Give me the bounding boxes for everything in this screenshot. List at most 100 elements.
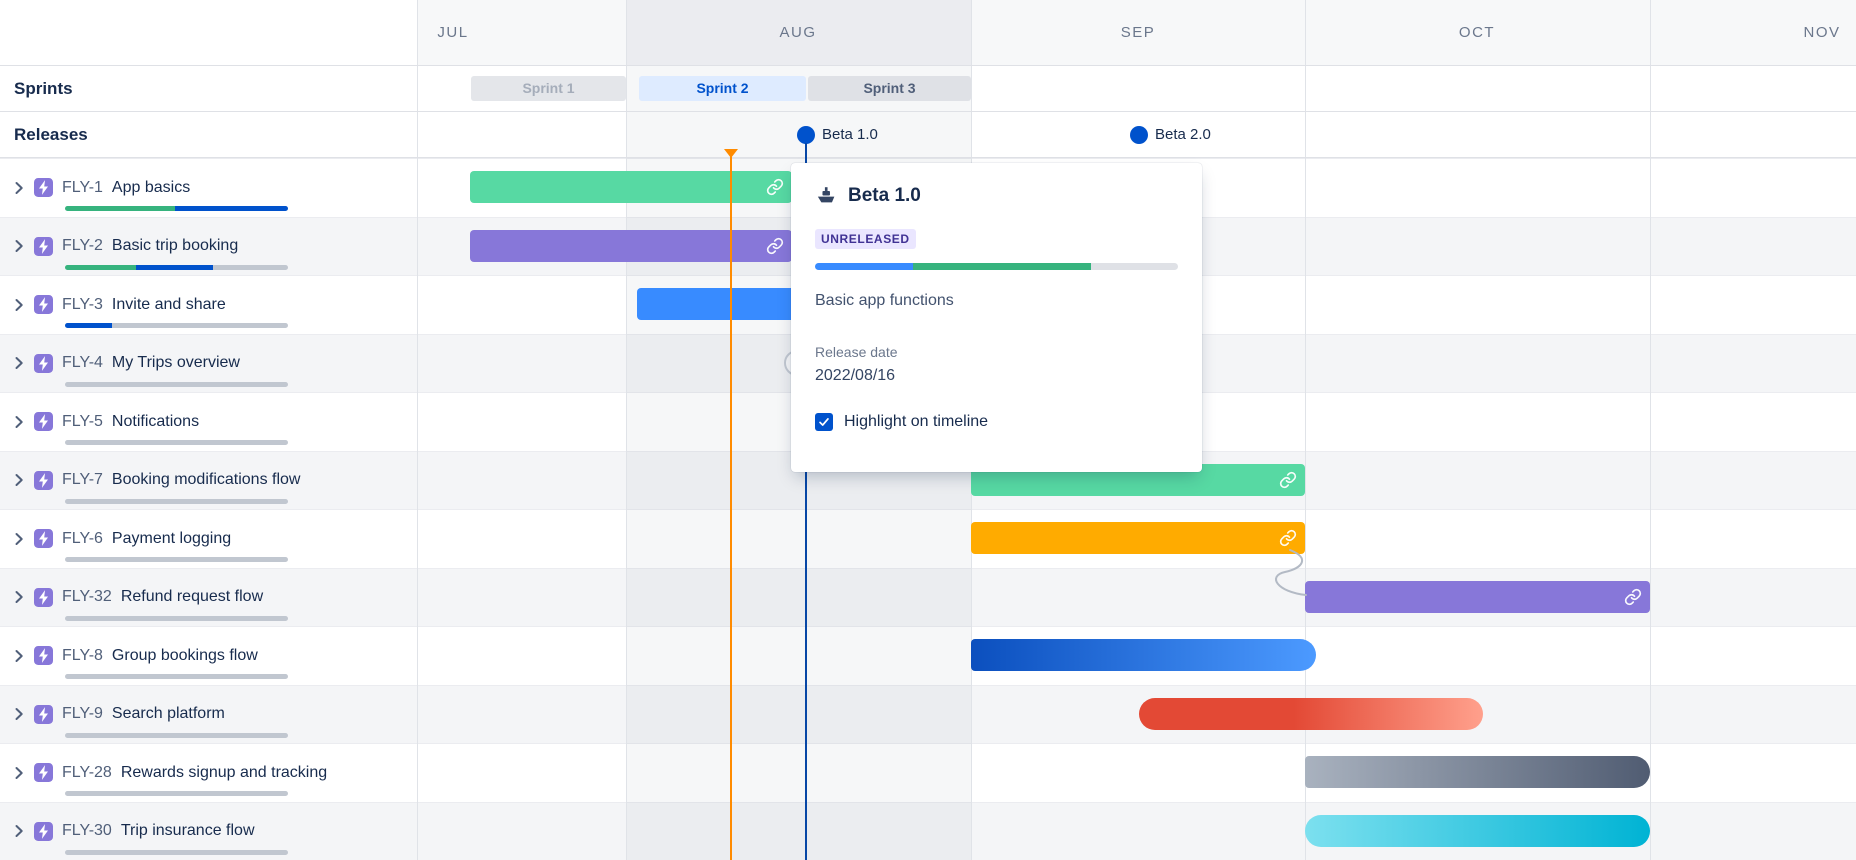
row-stripe bbox=[0, 626, 1856, 685]
release-description: Basic app functions bbox=[815, 292, 954, 309]
epic-progress-bar bbox=[65, 615, 288, 621]
expand-chevron-icon[interactable] bbox=[10, 471, 28, 489]
epic-row-FLY-6[interactable]: FLY-6 Payment logging bbox=[0, 509, 417, 568]
highlight-on-timeline-option[interactable]: Highlight on timeline bbox=[815, 413, 1178, 431]
link-icon bbox=[1279, 471, 1297, 488]
expand-chevron-icon[interactable] bbox=[10, 705, 28, 723]
expand-chevron-icon[interactable] bbox=[10, 647, 28, 665]
month-label: SEP bbox=[1120, 24, 1156, 41]
epic-row-FLY-9[interactable]: FLY-9 Search platform bbox=[0, 685, 417, 744]
expand-chevron-icon[interactable] bbox=[10, 354, 28, 372]
epic-progress-bar bbox=[65, 440, 288, 445]
today-marker-icon bbox=[724, 149, 738, 158]
epic-row-FLY-4[interactable]: FLY-4 My Trips overview bbox=[0, 334, 417, 393]
epic-progress-bar bbox=[65, 264, 288, 270]
gridline-oct bbox=[1305, 0, 1306, 860]
epic-summary: My Trips overview bbox=[111, 354, 240, 371]
release-marker[interactable] bbox=[797, 126, 815, 144]
epic-key: FLY-9 bbox=[62, 705, 103, 722]
month-label: NOV bbox=[1803, 24, 1841, 41]
epic-summary: Group bookings flow bbox=[111, 646, 258, 664]
expand-chevron-icon[interactable] bbox=[10, 413, 28, 431]
gridline-nov bbox=[1650, 0, 1651, 860]
month-label: AUG bbox=[779, 24, 817, 41]
epic-row-FLY-5[interactable]: FLY-5 Notifications bbox=[0, 392, 417, 451]
release-marker[interactable] bbox=[1130, 126, 1148, 144]
highlight-checkbox-label: Highlight on timeline bbox=[844, 413, 989, 430]
epic-row-FLY-3[interactable]: FLY-3 Invite and share bbox=[0, 275, 417, 334]
epic-key: FLY-4 bbox=[62, 354, 103, 371]
release-label: Beta 2.0 bbox=[1155, 126, 1211, 143]
epic-summary: Trip insurance flow bbox=[120, 822, 255, 839]
expand-chevron-icon[interactable] bbox=[10, 822, 28, 840]
timeline-bar-FLY-28[interactable] bbox=[1305, 756, 1650, 788]
row-stripe bbox=[0, 158, 1856, 217]
release-popup-title: Beta 1.0 bbox=[848, 185, 921, 206]
epic-summary: Invite and share bbox=[111, 295, 226, 313]
epic-icon bbox=[34, 704, 53, 724]
current-month-header-highlight bbox=[626, 0, 971, 66]
header-border bbox=[0, 65, 1856, 66]
epic-progress-bar bbox=[65, 674, 288, 679]
sprint-pill[interactable]: Sprint 3 bbox=[808, 76, 971, 101]
epic-icon bbox=[34, 529, 53, 548]
epic-icon bbox=[34, 178, 53, 197]
epic-progress-bar bbox=[65, 557, 288, 562]
epic-key: FLY-3 bbox=[62, 295, 103, 313]
gridline-aug bbox=[626, 0, 627, 860]
month-label: OCT bbox=[1458, 24, 1496, 41]
epic-key: FLY-5 bbox=[62, 412, 103, 430]
epic-key: FLY-7 bbox=[62, 471, 103, 488]
release-progress-bar bbox=[815, 263, 1178, 270]
epic-summary: Rewards signup and tracking bbox=[120, 763, 328, 781]
epic-progress-bar bbox=[65, 206, 288, 211]
epic-progress-bar bbox=[65, 498, 288, 504]
epic-icon bbox=[34, 821, 53, 841]
row-stripe bbox=[0, 743, 1856, 802]
release-highlight-line bbox=[805, 143, 807, 860]
highlight-checkbox[interactable] bbox=[815, 413, 833, 431]
epic-row-FLY-8[interactable]: FLY-8 Group bookings flow bbox=[0, 626, 417, 685]
epic-row-FLY-30[interactable]: FLY-30 Trip insurance flow bbox=[0, 802, 417, 860]
epic-row-FLY-1[interactable]: FLY-1 App basics bbox=[0, 158, 417, 217]
epic-icon bbox=[34, 470, 53, 490]
releases-row-label: Releases bbox=[14, 125, 88, 144]
release-date-label: Release date bbox=[815, 344, 898, 360]
timeline-bar-FLY-1[interactable] bbox=[470, 171, 792, 203]
epic-progress-bar bbox=[65, 381, 288, 387]
dependency-connector bbox=[1275, 549, 1307, 596]
epic-summary: Notifications bbox=[111, 412, 200, 430]
timeline-bar-FLY-30[interactable] bbox=[1305, 814, 1650, 847]
epic-summary: App basics bbox=[111, 178, 191, 196]
expand-chevron-icon[interactable] bbox=[10, 588, 28, 606]
sprint-pill[interactable]: Sprint 1 bbox=[471, 76, 626, 101]
expand-chevron-icon[interactable] bbox=[10, 530, 28, 548]
link-icon bbox=[1279, 529, 1297, 547]
timeline-bar-FLY-9[interactable] bbox=[1139, 697, 1483, 730]
timeline-bar-FLY-2[interactable] bbox=[470, 229, 792, 262]
timeline-bar-FLY-32[interactable] bbox=[1305, 580, 1650, 613]
epic-key: FLY-2 bbox=[62, 237, 103, 254]
timeline-bar-FLY-3[interactable] bbox=[637, 288, 807, 320]
epic-row-FLY-32[interactable]: FLY-32 Refund request flow bbox=[0, 568, 417, 627]
expand-chevron-icon[interactable] bbox=[10, 296, 28, 314]
epic-icon bbox=[34, 353, 53, 373]
epic-row-FLY-28[interactable]: FLY-28 Rewards signup and tracking bbox=[0, 743, 417, 802]
epic-row-FLY-2[interactable]: FLY-2 Basic trip booking bbox=[0, 217, 417, 276]
checkmark-icon bbox=[819, 418, 829, 426]
expand-chevron-icon[interactable] bbox=[10, 179, 28, 197]
expand-chevron-icon[interactable] bbox=[10, 764, 28, 782]
timeline-bar-FLY-8[interactable] bbox=[971, 639, 1316, 671]
epic-progress-bar bbox=[65, 732, 288, 738]
epic-key: FLY-8 bbox=[62, 646, 103, 664]
sprint-pill[interactable]: Sprint 2 bbox=[639, 76, 806, 101]
epic-key: FLY-1 bbox=[62, 178, 103, 196]
link-icon bbox=[766, 237, 784, 254]
epic-row-FLY-7[interactable]: FLY-7 Booking modifications flow bbox=[0, 451, 417, 510]
expand-chevron-icon[interactable] bbox=[10, 237, 28, 255]
epic-summary: Payment logging bbox=[111, 529, 232, 547]
epic-progress-bar bbox=[65, 791, 288, 796]
timeline-bar-FLY-6[interactable] bbox=[971, 522, 1305, 554]
epic-summary: Refund request flow bbox=[120, 588, 264, 605]
